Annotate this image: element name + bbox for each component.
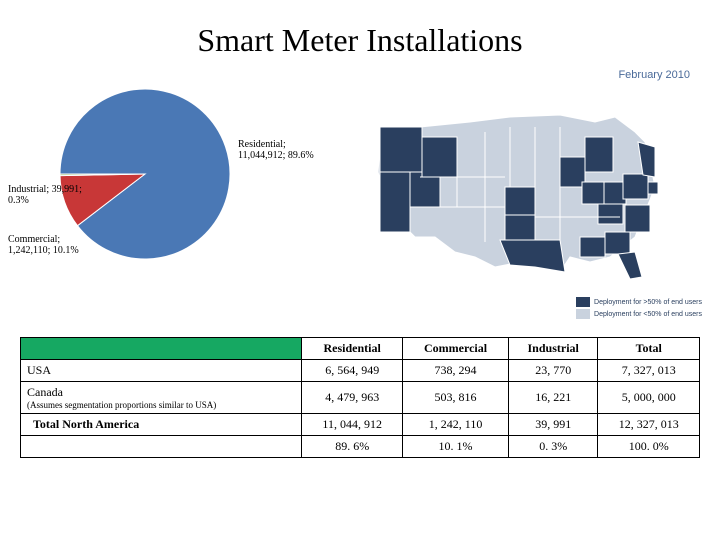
col-total: Total (598, 338, 700, 360)
data-table: Residential Commercial Industrial Total … (20, 337, 700, 458)
map-legend: Deployment for >50% of end users Deploym… (576, 295, 702, 319)
pie-chart-area: Residential; 11,044,912; 89.6% Industria… (0, 69, 360, 329)
row-label (21, 436, 302, 458)
row-sublabel: (Assumes segmentation proportions simila… (27, 400, 295, 410)
row-label: USA (21, 360, 302, 382)
map-legend-row-0: Deployment for >50% of end users (576, 297, 702, 307)
cell: 738, 294 (403, 360, 509, 382)
pie-label-commercial: Commercial; 1,242,110; 10.1% (8, 234, 88, 256)
cell: 89. 6% (302, 436, 403, 458)
col-residential: Residential (302, 338, 403, 360)
col-commercial: Commercial (403, 338, 509, 360)
pie-label-residential: Residential; 11,044,912; 89.6% (238, 139, 318, 161)
legend-text-0: Deployment for >50% of end users (594, 299, 702, 306)
cell: 4, 479, 963 (302, 382, 403, 414)
map-legend-row-1: Deployment for <50% of end users (576, 309, 702, 319)
cell: 23, 770 (508, 360, 598, 382)
cell: 5, 000, 000 (598, 382, 700, 414)
pie-label-industrial: Industrial; 39,991; 0.3% (8, 184, 98, 206)
col-industrial: Industrial (508, 338, 598, 360)
row-label: Total North America (21, 414, 302, 436)
cell: 11, 044, 912 (302, 414, 403, 436)
legend-text-1: Deployment for <50% of end users (594, 311, 702, 318)
page-title: Smart Meter Installations (0, 0, 720, 59)
cell: 12, 327, 013 (598, 414, 700, 436)
cell: 0. 3% (508, 436, 598, 458)
cell: 1, 242, 110 (403, 414, 509, 436)
us-map-area: February 2010 (360, 69, 720, 329)
cell: 100. 0% (598, 436, 700, 458)
map-date-label: February 2010 (618, 69, 690, 81)
table-body: USA6, 564, 949738, 29423, 7707, 327, 013… (21, 360, 700, 458)
charts-row: Residential; 11,044,912; 89.6% Industria… (0, 69, 720, 329)
table-row: Canada(Assumes segmentation proportions … (21, 382, 700, 414)
table-row: Total North America11, 044, 9121, 242, 1… (21, 414, 700, 436)
row-label: Canada(Assumes segmentation proportions … (21, 382, 302, 414)
table-header-row: Residential Commercial Industrial Total (21, 338, 700, 360)
legend-swatch-light (576, 309, 590, 319)
cell: 7, 327, 013 (598, 360, 700, 382)
table-row: 89. 6%10. 1%0. 3%100. 0% (21, 436, 700, 458)
cell: 10. 1% (403, 436, 509, 458)
us-map (360, 87, 690, 287)
cell: 503, 816 (403, 382, 509, 414)
cell: 6, 564, 949 (302, 360, 403, 382)
cell: 16, 221 (508, 382, 598, 414)
table-corner (21, 338, 302, 360)
legend-swatch-dark (576, 297, 590, 307)
cell: 39, 991 (508, 414, 598, 436)
table-row: USA6, 564, 949738, 29423, 7707, 327, 013 (21, 360, 700, 382)
